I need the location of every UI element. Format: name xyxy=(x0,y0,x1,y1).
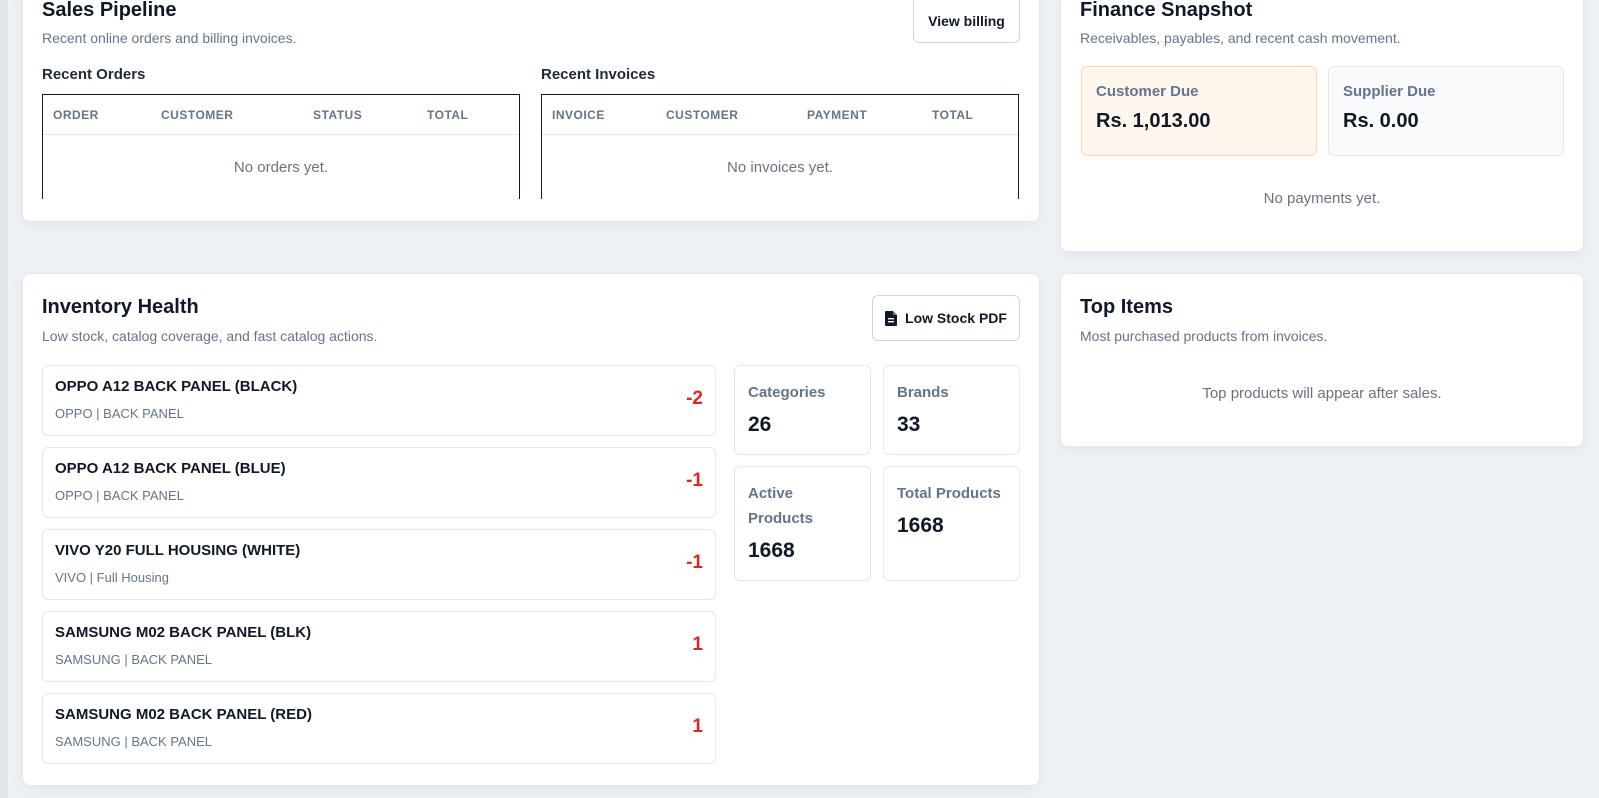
stat-categories[interactable]: Categories 26 xyxy=(734,365,871,455)
stock-item-name: VIVO Y20 FULL HOUSING (WHITE) xyxy=(55,542,301,559)
recent-invoices-label: Recent Invoices xyxy=(541,66,656,83)
finance-snapshot-card: Finance Snapshot Receivables, payables, … xyxy=(1060,0,1584,252)
stock-item-qty: 1 xyxy=(692,634,703,655)
inventory-health-subtitle: Low stock, catalog coverage, and fast ca… xyxy=(42,328,378,344)
stock-item-name: SAMSUNG M02 BACK PANEL (RED) xyxy=(55,706,312,723)
supplier-due-label: Supplier Due xyxy=(1343,83,1436,100)
invoices-col-invoice[interactable]: INVOICE xyxy=(552,108,605,122)
invoices-empty-message: No invoices yet. xyxy=(727,158,833,176)
inventory-health-title: Inventory Health xyxy=(42,296,199,318)
payments-empty-message: No payments yet. xyxy=(1263,190,1381,207)
stat-categories-value: 26 xyxy=(748,413,772,436)
orders-empty-message: No orders yet. xyxy=(233,158,329,176)
top-items-empty-message: Top products will appear after sales. xyxy=(1202,385,1442,402)
finance-snapshot-subtitle: Receivables, payables, and recent cash m… xyxy=(1080,30,1401,46)
orders-col-total[interactable]: TOTAL xyxy=(427,108,469,122)
stat-brands[interactable]: Brands 33 xyxy=(883,365,1020,455)
stock-item-qty: 1 xyxy=(692,716,703,737)
stock-item-name: OPPO A12 BACK PANEL (BLACK) xyxy=(55,378,298,395)
stock-item-meta: SAMSUNG | BACK PANEL xyxy=(55,734,213,749)
stock-item-name: SAMSUNG M02 BACK PANEL (BLK) xyxy=(55,624,312,641)
stock-item-name: OPPO A12 BACK PANEL (BLUE) xyxy=(55,460,286,477)
recent-orders-table: ORDER CUSTOMER STATUS TOTAL No orders ye… xyxy=(42,94,520,199)
left-edge-shade xyxy=(0,0,8,798)
invoices-col-total[interactable]: TOTAL xyxy=(932,108,974,122)
supplier-due-value: Rs. 0.00 xyxy=(1343,110,1419,132)
customer-due-tile: Customer Due Rs. 1,013.00 xyxy=(1081,66,1317,156)
invoices-col-customer[interactable]: CUSTOMER xyxy=(666,108,739,122)
top-items-subtitle: Most purchased products from invoices. xyxy=(1080,328,1328,344)
stat-brands-label: Brands xyxy=(897,384,949,401)
sales-pipeline-subtitle: Recent online orders and billing invoice… xyxy=(42,30,297,46)
recent-orders-label: Recent Orders xyxy=(42,66,146,83)
low-stock-item[interactable]: SAMSUNG M02 BACK PANEL (BLK) SAMSUNG | B… xyxy=(42,611,716,682)
customer-due-value: Rs. 1,013.00 xyxy=(1096,110,1211,132)
low-stock-item[interactable]: OPPO A12 BACK PANEL (BLACK) OPPO | BACK … xyxy=(42,365,716,436)
orders-col-customer[interactable]: CUSTOMER xyxy=(161,108,234,122)
stock-item-meta: OPPO | BACK PANEL xyxy=(55,488,184,503)
stock-item-qty: -1 xyxy=(686,470,703,491)
low-stock-item[interactable]: OPPO A12 BACK PANEL (BLUE) OPPO | BACK P… xyxy=(42,447,716,518)
stat-total-products-value: 1668 xyxy=(897,514,944,537)
sales-pipeline-title: Sales Pipeline xyxy=(42,0,177,21)
invoices-col-payment[interactable]: PAYMENT xyxy=(807,108,868,122)
recent-invoices-table: INVOICE CUSTOMER PAYMENT TOTAL No invoic… xyxy=(541,94,1019,199)
stock-item-qty: -2 xyxy=(686,388,703,409)
stat-total-products[interactable]: Total Products 1668 xyxy=(883,466,1020,581)
stat-active-products-value: 1668 xyxy=(748,539,795,562)
top-items-title: Top Items xyxy=(1080,296,1173,318)
stock-item-meta: SAMSUNG | BACK PANEL xyxy=(55,652,213,667)
stat-active-products-label: Active Products xyxy=(748,485,814,527)
orders-col-status[interactable]: STATUS xyxy=(313,108,363,122)
finance-snapshot-title: Finance Snapshot xyxy=(1080,0,1253,21)
top-items-card: Top Items Most purchased products from i… xyxy=(1060,273,1584,447)
customer-due-label: Customer Due xyxy=(1096,83,1199,100)
sales-pipeline-card: Sales Pipeline Recent online orders and … xyxy=(22,0,1040,222)
stock-item-meta: OPPO | BACK PANEL xyxy=(55,406,184,421)
stat-brands-value: 33 xyxy=(897,413,921,436)
file-pdf-icon xyxy=(885,310,898,326)
low-stock-pdf-label: Low Stock PDF xyxy=(905,310,1007,326)
stock-item-meta: VIVO | Full Housing xyxy=(55,570,169,585)
low-stock-item[interactable]: SAMSUNG M02 BACK PANEL (RED) SAMSUNG | B… xyxy=(42,693,716,764)
orders-col-order[interactable]: ORDER xyxy=(53,108,99,122)
view-billing-button[interactable]: View billing xyxy=(913,0,1020,43)
orders-table-header: ORDER CUSTOMER STATUS TOTAL xyxy=(43,95,519,135)
supplier-due-tile: Supplier Due Rs. 0.00 xyxy=(1328,66,1564,156)
stock-item-qty: -1 xyxy=(686,552,703,573)
inventory-health-card: Inventory Health Low stock, catalog cove… xyxy=(22,273,1040,786)
stat-active-products[interactable]: Active Products 1668 xyxy=(734,466,871,581)
stat-categories-label: Categories xyxy=(748,384,826,401)
invoices-table-header: INVOICE CUSTOMER PAYMENT TOTAL xyxy=(542,95,1018,135)
stat-total-products-label: Total Products xyxy=(897,485,1001,502)
low-stock-pdf-button[interactable]: Low Stock PDF xyxy=(872,295,1020,341)
low-stock-item[interactable]: VIVO Y20 FULL HOUSING (WHITE) VIVO | Ful… xyxy=(42,529,716,600)
